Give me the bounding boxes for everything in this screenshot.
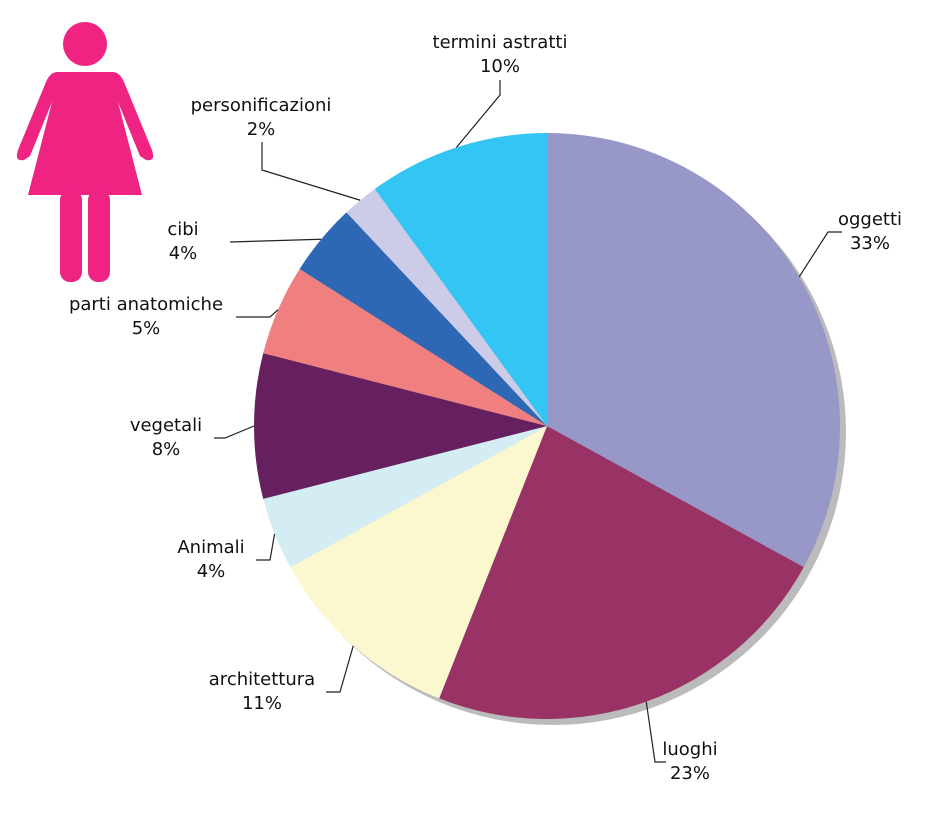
leader-line <box>645 701 666 763</box>
slice-label: architettura <box>209 669 315 690</box>
pie-slice <box>290 426 547 699</box>
leader-line <box>261 142 361 201</box>
pie-slice <box>547 133 840 568</box>
slice-value-label: 8% <box>152 439 181 460</box>
woman-icon <box>16 22 154 282</box>
slice-label: oggetti <box>838 209 902 230</box>
leader-line <box>214 425 255 439</box>
pie-slice <box>263 426 547 568</box>
slice-label: luoghi <box>662 739 717 760</box>
slice-value-label: 11% <box>242 693 282 714</box>
slice-label: Animali <box>177 537 244 558</box>
pie-slice <box>346 188 547 426</box>
pie-slice <box>374 133 547 426</box>
slice-value-label: 33% <box>850 233 890 254</box>
pie-slice <box>299 212 547 426</box>
leader-line <box>236 309 279 318</box>
pie-slice <box>263 269 547 426</box>
pie-slice <box>439 426 804 720</box>
leader-line <box>229 238 322 243</box>
slice-value-label: 23% <box>670 763 710 784</box>
slice-label: personificazioni <box>191 95 332 116</box>
slice-label: vegetali <box>130 415 202 436</box>
leader-line <box>326 645 354 693</box>
slice-label: cibi <box>167 219 198 240</box>
slice-value-label: 10% <box>480 56 520 77</box>
slice-label: parti anatomiche <box>69 294 223 315</box>
slice-value-label: 4% <box>169 243 198 264</box>
slice-value-label: 2% <box>247 119 276 140</box>
leader-line <box>455 80 501 148</box>
slice-label: termini astratti <box>433 32 568 53</box>
pie-slice <box>254 353 547 499</box>
leader-line <box>798 231 842 278</box>
slice-value-label: 5% <box>132 318 161 339</box>
slice-value-label: 4% <box>197 561 226 582</box>
leader-line <box>256 533 276 561</box>
